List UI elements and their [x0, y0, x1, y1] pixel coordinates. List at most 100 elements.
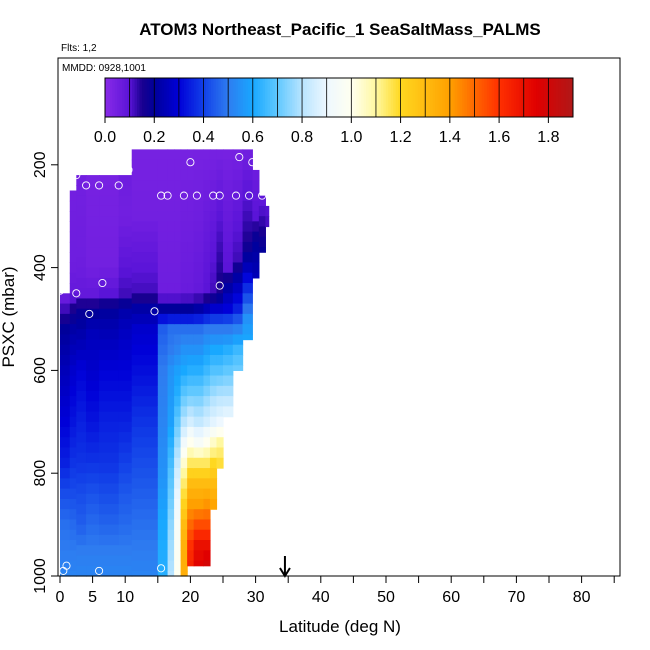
curtain-cell	[223, 385, 234, 397]
curtain-cell	[69, 550, 77, 562]
curtain-cell	[258, 226, 266, 238]
colorbar-segment	[356, 78, 360, 117]
curtain-cell	[174, 334, 182, 346]
curtain-cell	[180, 231, 188, 243]
colorbar-segment	[501, 78, 505, 117]
curtain-cell	[69, 354, 77, 366]
colorbar-segment	[380, 78, 384, 117]
curtain-cell	[99, 442, 120, 454]
colorbar-segment	[181, 78, 185, 117]
colorbar-segment	[432, 78, 436, 117]
curtain-cell	[118, 390, 133, 402]
curtain-cell	[60, 344, 71, 356]
curtain-cell	[193, 488, 205, 500]
colorbar-segment	[156, 78, 160, 117]
curtain-cell	[216, 190, 224, 202]
curtain-cell	[86, 257, 100, 269]
sample-point	[150, 307, 159, 316]
curtain-cell	[223, 211, 234, 222]
curtain-cell	[209, 313, 218, 325]
colorbar-segment	[198, 78, 202, 117]
curtain-cell	[86, 401, 100, 413]
curtain-cell	[203, 241, 211, 253]
colorbar-segment	[511, 78, 515, 117]
curtain-cell	[193, 221, 205, 233]
curtain-cell	[118, 380, 133, 392]
curtain-cell	[157, 221, 169, 233]
curtain-cell	[193, 262, 205, 274]
curtain-cell	[252, 169, 260, 181]
curtain-cell	[193, 375, 205, 387]
curtain-cell	[76, 462, 87, 474]
colorbar-tick-label: 0.8	[291, 129, 313, 146]
curtain-cell	[232, 180, 244, 192]
curtain-cell	[76, 216, 87, 228]
curtain-cell	[258, 216, 266, 228]
curtain-column	[60, 293, 71, 577]
curtain-cell	[69, 478, 77, 490]
date-annotation: MMDD: 0928,1001	[62, 63, 146, 74]
curtain-cell	[180, 344, 188, 356]
curtain-cell	[258, 236, 266, 248]
curtain-cell	[69, 426, 77, 438]
curtain-cell	[118, 421, 133, 433]
curtain-cell	[209, 406, 218, 418]
curtain-column	[157, 149, 169, 577]
curtain-cell	[232, 324, 244, 336]
colorbar-segment	[294, 78, 298, 117]
curtain-cell	[187, 252, 195, 264]
curtain-cell	[180, 169, 188, 181]
curtain-cell	[69, 509, 77, 521]
curtain-cell	[232, 354, 244, 366]
colorbar-segment	[149, 78, 153, 117]
curtain-column	[232, 149, 244, 371]
sample-point	[98, 278, 107, 288]
curtain-cell	[99, 565, 120, 577]
curtain-cell	[86, 555, 100, 567]
curtain-cell	[69, 211, 77, 222]
curtain-cell	[86, 175, 100, 186]
colorbar-segment	[491, 78, 495, 117]
sample-point	[215, 191, 224, 200]
curtain-cell	[157, 324, 169, 336]
curtain-cell	[187, 416, 195, 428]
curtain-cell	[157, 385, 169, 397]
curtain-column	[174, 149, 182, 577]
colorbar-segment	[151, 78, 155, 117]
curtain-cell	[167, 354, 175, 366]
sample-point	[62, 561, 71, 570]
curtain-cell	[76, 380, 87, 392]
curtain-cell	[86, 442, 100, 454]
curtain-cell	[187, 231, 195, 243]
curtain-cell	[157, 252, 169, 264]
curtain-cell	[216, 272, 224, 284]
curtain-cell	[69, 221, 77, 233]
curtain-cell	[99, 390, 120, 402]
curtain-cell	[174, 211, 182, 222]
curtain-cell	[157, 426, 169, 438]
curtain-cell	[157, 231, 169, 243]
curtain-cell	[131, 324, 159, 336]
curtain-cell	[167, 344, 175, 356]
x-tick-label: 70	[508, 589, 526, 606]
colorbar-segment	[326, 78, 330, 117]
curtain-cell	[157, 211, 169, 222]
curtain-cell	[203, 519, 211, 531]
curtain-cell	[86, 185, 100, 197]
curtain-cell	[242, 169, 253, 181]
colorbar-segment	[289, 78, 293, 117]
curtain-cell	[131, 365, 159, 377]
curtain-cell	[180, 550, 188, 562]
colorbar-segment	[536, 78, 540, 117]
curtain-cell	[76, 277, 87, 289]
curtain-cell	[86, 483, 100, 495]
colorbar-segment	[452, 78, 456, 117]
curtain-cell	[187, 283, 195, 294]
curtain-column	[99, 175, 120, 577]
curtain-cell	[174, 252, 182, 264]
colorbar-segment	[292, 78, 296, 117]
colorbar-segment	[210, 78, 214, 117]
curtain-cell	[216, 457, 224, 469]
plot-area	[55, 149, 291, 578]
